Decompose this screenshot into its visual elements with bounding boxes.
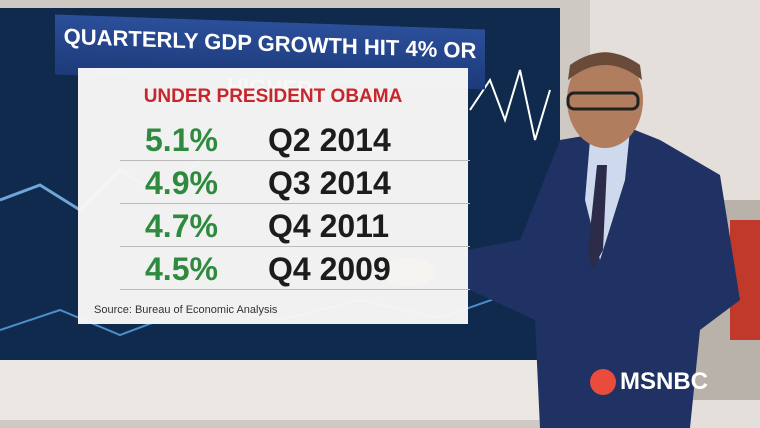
source: Source: Bureau of Economic Analysis	[94, 304, 278, 316]
growth-rate: 5.1%	[145, 122, 218, 158]
table-row: 4.9% Q3 2014	[120, 161, 470, 204]
growth-rate: 4.9%	[145, 165, 218, 201]
logo: MSNBC	[620, 368, 708, 395]
table-row: 4.7% Q4 2011	[120, 204, 470, 247]
table-row: 5.1% Q2 2014	[120, 118, 470, 161]
table-row: 4.5% Q4 2009	[120, 247, 470, 290]
quarter: Q4 2009	[268, 251, 391, 287]
subtitle: UNDER PRESIDENT OBAMA	[143, 86, 403, 107]
panel: UNDER PRESIDENT OBAMA 5.1% Q2 2014 4.9% Q3 …	[78, 68, 470, 324]
quarter: Q4 2011	[268, 208, 389, 244]
quarter: Q3 2014	[268, 165, 391, 201]
growth-rate: 4.5%	[145, 251, 218, 287]
quarter: Q2 2014	[268, 122, 391, 158]
growth-rate: 4.7%	[145, 208, 218, 244]
